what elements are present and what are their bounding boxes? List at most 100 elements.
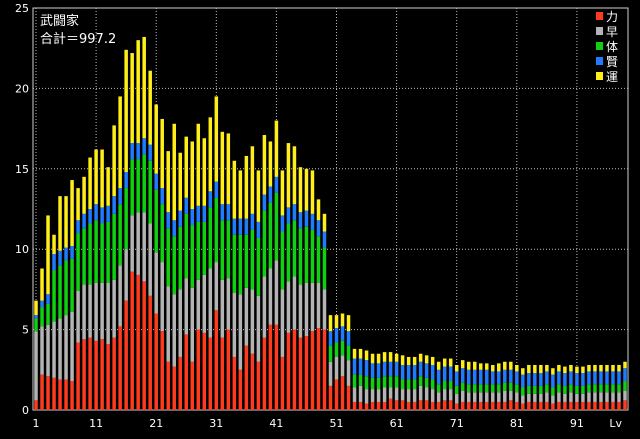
bar-segment-賢 bbox=[184, 197, 188, 214]
bar-segment-力 bbox=[310, 331, 315, 410]
bar-segment-力 bbox=[539, 401, 543, 410]
bar-segment-体 bbox=[406, 379, 411, 390]
bar-segment-運 bbox=[310, 170, 315, 214]
bar-segment-体 bbox=[52, 270, 56, 322]
bar-segment-体 bbox=[322, 247, 327, 290]
bar-segment-賢 bbox=[527, 373, 531, 386]
legend-label: 力 bbox=[606, 10, 618, 24]
bar-segment-力 bbox=[160, 331, 164, 410]
bar-segment-体 bbox=[503, 382, 507, 391]
bar-segment-賢 bbox=[226, 204, 231, 221]
bar-segment-力 bbox=[250, 353, 255, 410]
bar-segment-早 bbox=[352, 387, 357, 402]
bar-segment-体 bbox=[70, 258, 74, 312]
bar-segment-早 bbox=[406, 389, 411, 402]
bar-segment-運 bbox=[202, 138, 207, 206]
bar-segment-賢 bbox=[190, 209, 195, 226]
bar-segment-早 bbox=[521, 395, 525, 404]
bar-segment-賢 bbox=[521, 374, 525, 388]
bar-segment-賢 bbox=[575, 373, 579, 386]
bar-segment-体 bbox=[166, 228, 170, 287]
bar-segment-賢 bbox=[424, 363, 429, 378]
bar-segment-力 bbox=[286, 332, 291, 410]
bar-segment-早 bbox=[388, 387, 393, 399]
bar-segment-力 bbox=[244, 345, 249, 410]
bar-segment-早 bbox=[491, 392, 495, 402]
bar-segment-運 bbox=[527, 364, 531, 374]
bar-segment-体 bbox=[388, 376, 393, 388]
bar-segment-力 bbox=[515, 401, 519, 410]
bar-segment-力 bbox=[64, 379, 68, 410]
bar-segment-力 bbox=[190, 361, 195, 410]
bar-segment-早 bbox=[382, 387, 387, 402]
y-tick-label: 20 bbox=[15, 82, 29, 95]
bar-segment-早 bbox=[70, 311, 74, 382]
bar-segment-早 bbox=[106, 282, 110, 345]
bar-segment-運 bbox=[503, 361, 507, 370]
bar-segment-運 bbox=[106, 167, 110, 206]
bar-segment-運 bbox=[232, 160, 237, 219]
bar-segment-体 bbox=[563, 385, 567, 394]
bar-segment-賢 bbox=[569, 371, 573, 385]
bar-segment-力 bbox=[202, 332, 207, 410]
bar-segment-力 bbox=[376, 401, 381, 410]
bar-segment-運 bbox=[442, 358, 447, 367]
bar-segment-早 bbox=[599, 392, 603, 402]
bar-segment-体 bbox=[40, 307, 44, 327]
bar-segment-力 bbox=[58, 379, 62, 410]
bar-segment-体 bbox=[220, 220, 225, 280]
bar-segment-力 bbox=[130, 271, 134, 410]
bar-segment-賢 bbox=[406, 364, 411, 380]
bar-segment-力 bbox=[76, 342, 80, 410]
bar-segment-賢 bbox=[154, 173, 158, 190]
bar-segment-力 bbox=[124, 300, 128, 410]
bar-segment-力 bbox=[503, 401, 507, 410]
bar-segment-賢 bbox=[539, 373, 543, 386]
bar-segment-早 bbox=[328, 361, 333, 386]
bar-segment-賢 bbox=[491, 371, 495, 385]
bar-segment-体 bbox=[184, 213, 188, 279]
bar-segment-運 bbox=[364, 350, 369, 361]
bar-segment-力 bbox=[106, 344, 110, 410]
x-tick-label: 81 bbox=[510, 417, 524, 430]
bar-segment-力 bbox=[268, 324, 273, 410]
bar-segment-早 bbox=[310, 282, 315, 332]
bar-segment-力 bbox=[497, 401, 501, 410]
bar-segment-力 bbox=[208, 337, 213, 410]
bar-segment-早 bbox=[178, 289, 182, 357]
bar-segment-運 bbox=[82, 176, 86, 214]
legend-swatch bbox=[596, 27, 603, 35]
bar-segment-力 bbox=[424, 400, 429, 410]
bar-segment-早 bbox=[479, 392, 483, 402]
bar-segment-賢 bbox=[370, 363, 375, 378]
bar-segment-運 bbox=[274, 120, 279, 177]
bar-segment-体 bbox=[466, 384, 471, 393]
bar-segment-力 bbox=[587, 401, 591, 410]
bar-segment-賢 bbox=[292, 204, 297, 221]
bar-segment-運 bbox=[587, 364, 591, 372]
bar-segment-運 bbox=[473, 361, 477, 370]
bar-segment-運 bbox=[412, 356, 417, 365]
bar-segment-賢 bbox=[46, 294, 50, 304]
bar-segment-賢 bbox=[100, 207, 104, 224]
bar-segment-早 bbox=[64, 315, 68, 380]
bar-segment-早 bbox=[196, 279, 201, 330]
bar-segment-力 bbox=[166, 361, 170, 410]
bar-segment-運 bbox=[40, 268, 44, 301]
bar-segment-賢 bbox=[274, 176, 279, 193]
bar-segment-体 bbox=[244, 234, 249, 288]
legend-swatch bbox=[596, 12, 603, 20]
bar-segment-力 bbox=[112, 337, 116, 410]
bar-segment-体 bbox=[575, 385, 579, 394]
bar-segment-早 bbox=[250, 289, 255, 354]
bar-segment-運 bbox=[226, 133, 231, 205]
bar-segment-早 bbox=[214, 262, 219, 311]
bar-segment-早 bbox=[617, 392, 621, 402]
bar-segment-体 bbox=[485, 384, 489, 393]
bar-marks bbox=[34, 36, 627, 410]
bar-segment-賢 bbox=[286, 207, 291, 224]
x-axis-label: Lv bbox=[609, 417, 622, 430]
bar-segment-体 bbox=[430, 379, 435, 390]
bar-segment-力 bbox=[569, 401, 573, 410]
bar-segment-力 bbox=[280, 356, 285, 410]
